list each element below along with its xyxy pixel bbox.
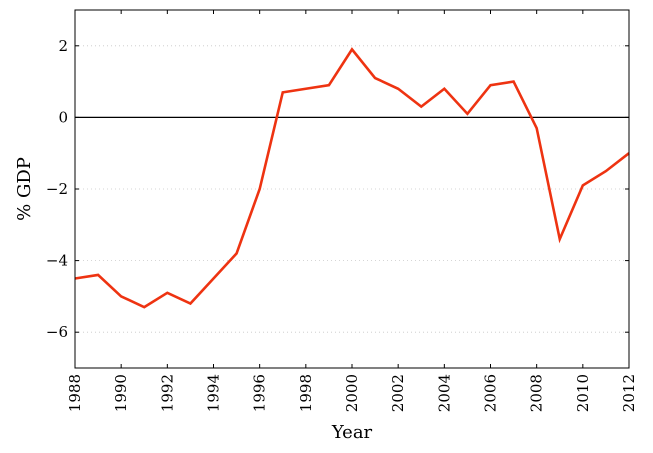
x-tick-label: 1992: [158, 374, 176, 412]
grid-layer: [75, 45, 629, 333]
y-tick-label: 2: [58, 37, 68, 55]
y-tick-label: −4: [46, 252, 68, 270]
x-tick-label: 2004: [435, 374, 453, 412]
series-line: [74, 47, 630, 309]
x-tick-label: 1998: [297, 374, 315, 412]
x-tick-label: 2006: [482, 374, 500, 412]
y-tick-label: 0: [58, 108, 68, 126]
x-tick-label: 1990: [112, 374, 130, 412]
x-tick-label: 2002: [389, 374, 407, 412]
x-tick-label: 2008: [528, 374, 546, 412]
x-tick-label: 2012: [620, 374, 638, 412]
x-tick-label: 2000: [343, 374, 361, 412]
y-tick-label: −2: [46, 180, 68, 198]
x-tick-label: 2010: [574, 374, 592, 412]
y-tick-label: −6: [46, 323, 68, 341]
y-axis: −6 −4 −2 0 2: [46, 37, 629, 341]
x-axis-title: Year: [331, 422, 373, 443]
x-tick-label: 1988: [66, 374, 84, 412]
series-layer: [74, 47, 630, 309]
x-tick-label: 1996: [251, 374, 269, 412]
x-tick-label: 1994: [205, 374, 223, 412]
y-axis-title: % GDP: [14, 157, 35, 221]
x-axis: 1988 1990 1992 1994 1996 1998 2000 2002 2004 2006…: [66, 10, 638, 412]
